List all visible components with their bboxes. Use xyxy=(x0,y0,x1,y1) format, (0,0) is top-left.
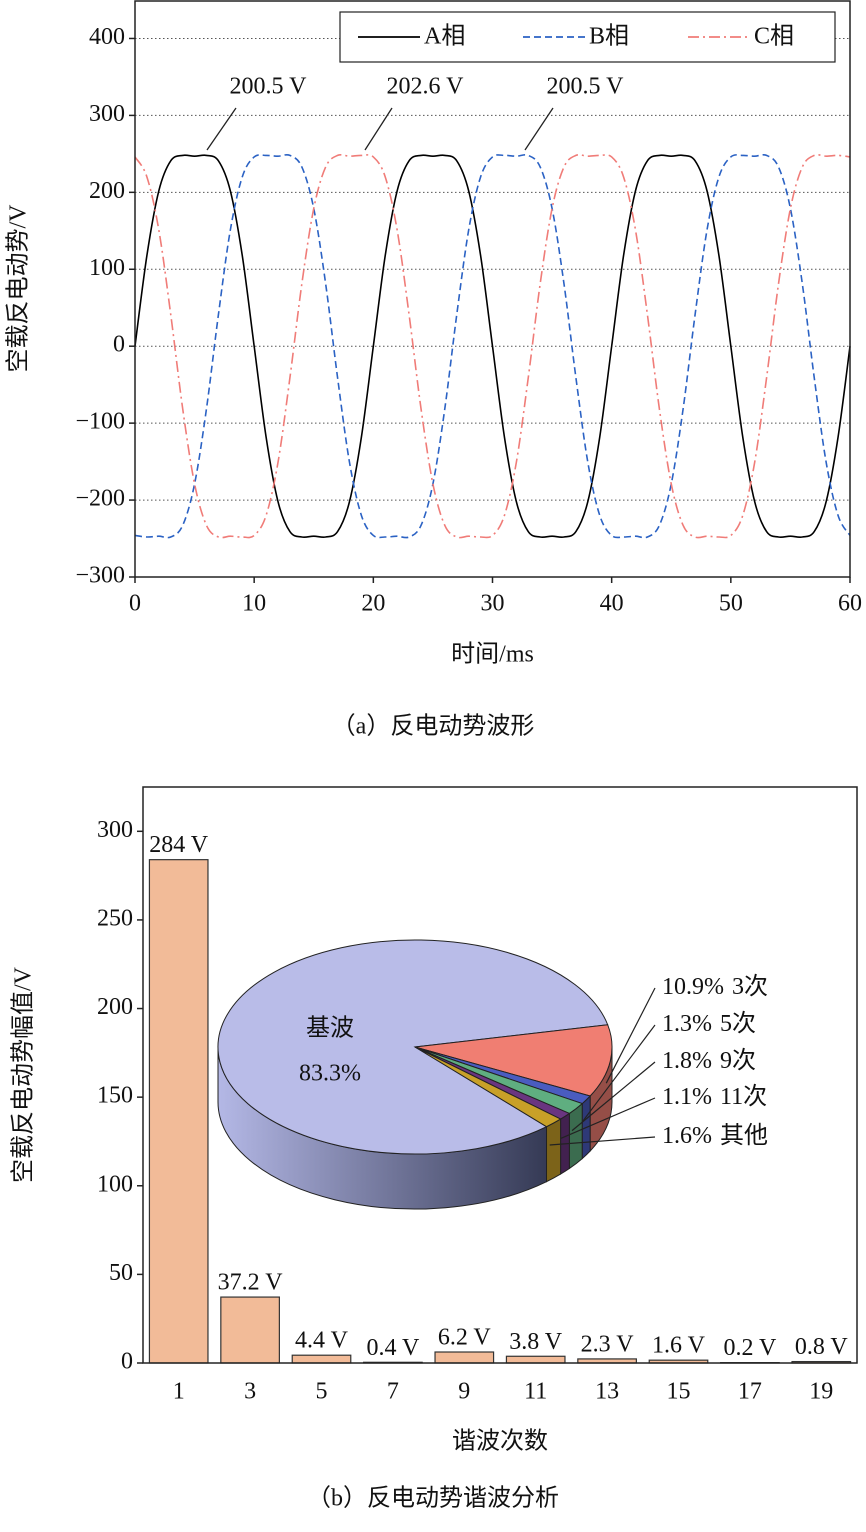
legend-label: A相 xyxy=(424,23,465,50)
x-tick-label: 20 xyxy=(361,591,385,617)
value-label: 2.3 V xyxy=(581,1331,635,1357)
annotation-leader xyxy=(364,107,393,151)
pie-leader xyxy=(560,1097,656,1139)
value-label: 0.2 V xyxy=(723,1335,777,1361)
x-tick-label: 3 xyxy=(244,1379,256,1405)
caption: （b）反电动势谐波分析 xyxy=(307,1485,559,1512)
y-tick-label: 0 xyxy=(113,332,125,358)
pie-side xyxy=(546,1118,562,1183)
y-tick-label: 50 xyxy=(109,1260,133,1286)
value-label: 1.6 V xyxy=(652,1333,706,1359)
x-tick-label: 0 xyxy=(129,591,141,617)
annotation: 202.6 V xyxy=(387,74,465,100)
plot-frame xyxy=(134,0,851,578)
y-tick-label: 200 xyxy=(97,994,133,1020)
legend-label: B相 xyxy=(589,23,629,50)
x-tick-label: 15 xyxy=(667,1379,691,1405)
x-tick-label: 10 xyxy=(242,591,266,617)
pie-label: 1.8% 9次 xyxy=(662,1047,756,1074)
plot-frame xyxy=(142,786,858,1364)
pie-category-label: 9次 xyxy=(720,1047,756,1074)
pie-label: 1.1% 11次 xyxy=(662,1083,767,1110)
pie-label: 1.6% 其他 xyxy=(662,1122,768,1149)
x-axis-label: 谐波次数 xyxy=(452,1428,548,1455)
pie-category-label: 3次 xyxy=(732,973,768,1000)
pie-value-label: 1.3% xyxy=(662,1011,712,1037)
y-tick-label: 0 xyxy=(121,1349,133,1375)
y-tick-label: −300 xyxy=(75,563,125,589)
legend-label: C相 xyxy=(754,23,794,50)
y-tick-label: 100 xyxy=(97,1171,133,1197)
pie-leader xyxy=(571,1061,656,1132)
pie-side xyxy=(568,1102,583,1170)
pie-label: 基波 xyxy=(306,1015,354,1042)
pie-slice xyxy=(414,1046,562,1128)
y-axis-label: 空载反电动势幅值/V xyxy=(10,966,37,1183)
bar xyxy=(434,1351,495,1364)
y-tick-label: 300 xyxy=(97,817,133,843)
pie-category-label: 其他 xyxy=(720,1122,768,1149)
pie-label: 1.3% 5次 xyxy=(662,1010,756,1037)
pie-category-label: 5次 xyxy=(720,1010,756,1037)
y-axis-label: 空载反电动势/V xyxy=(5,204,32,373)
x-tick-label: 1 xyxy=(173,1379,185,1405)
y-tick-label: 300 xyxy=(89,101,125,127)
x-tick-label: 50 xyxy=(719,591,743,617)
pie-value-label: 1.6% xyxy=(662,1123,712,1149)
x-tick-label: 19 xyxy=(809,1379,833,1405)
series-line xyxy=(134,154,851,538)
y-tick-label: −200 xyxy=(75,486,125,512)
x-tick-label: 7 xyxy=(387,1379,399,1405)
x-tick-label: 11 xyxy=(524,1379,547,1405)
pie-value-label: 83.3% xyxy=(299,1061,361,1087)
value-label: 0.4 V xyxy=(366,1335,420,1361)
annotation-leader xyxy=(206,107,237,151)
value-label: 0.8 V xyxy=(795,1334,849,1360)
x-tick-label: 5 xyxy=(316,1379,328,1405)
legend-box xyxy=(339,11,836,63)
y-tick-label: −100 xyxy=(75,409,125,435)
pie-slice xyxy=(414,1024,613,1097)
y-tick-label: 200 xyxy=(89,178,125,204)
pie-category-label: 11次 xyxy=(720,1083,767,1110)
y-tick-label: 250 xyxy=(97,905,133,931)
x-tick-label: 40 xyxy=(600,591,624,617)
pie-slice xyxy=(217,939,609,1155)
pie-value-label: 1.1% xyxy=(662,1084,712,1110)
x-tick-label: 17 xyxy=(738,1379,762,1405)
x-tick-label: 30 xyxy=(481,591,505,617)
pie-label: 10.9% 3次 xyxy=(662,973,768,1000)
pie-leader xyxy=(549,1136,656,1146)
annotation: 200.5 V xyxy=(547,74,625,100)
value-label: 4.4 V xyxy=(295,1328,349,1354)
x-tick-label: 60 xyxy=(838,591,862,617)
annotation: 200.5 V xyxy=(230,74,308,100)
value-label: 37.2 V xyxy=(218,1270,284,1296)
value-label: 284 V xyxy=(149,832,209,858)
caption: （a）反电动势波形 xyxy=(332,713,535,740)
pie-value-label: 10.9% xyxy=(662,974,724,1000)
bar xyxy=(220,1296,280,1364)
value-label: 3.8 V xyxy=(509,1329,563,1355)
annotation-leader xyxy=(524,107,554,151)
y-tick-label: 100 xyxy=(89,255,125,281)
pie-leader xyxy=(581,1024,656,1123)
y-tick-label: 400 xyxy=(89,24,125,50)
bar xyxy=(148,859,209,1364)
y-tick-label: 150 xyxy=(97,1083,133,1109)
series-line xyxy=(134,153,851,539)
pie-leader xyxy=(605,987,656,1084)
bar xyxy=(291,1354,352,1364)
pie-value-label: 1.8% xyxy=(662,1048,712,1074)
x-tick-label: 9 xyxy=(458,1379,470,1405)
value-label: 6.2 V xyxy=(438,1325,492,1351)
bar xyxy=(505,1355,566,1364)
x-tick-label: 13 xyxy=(595,1379,619,1405)
x-axis-label: 时间/ms xyxy=(451,641,534,668)
